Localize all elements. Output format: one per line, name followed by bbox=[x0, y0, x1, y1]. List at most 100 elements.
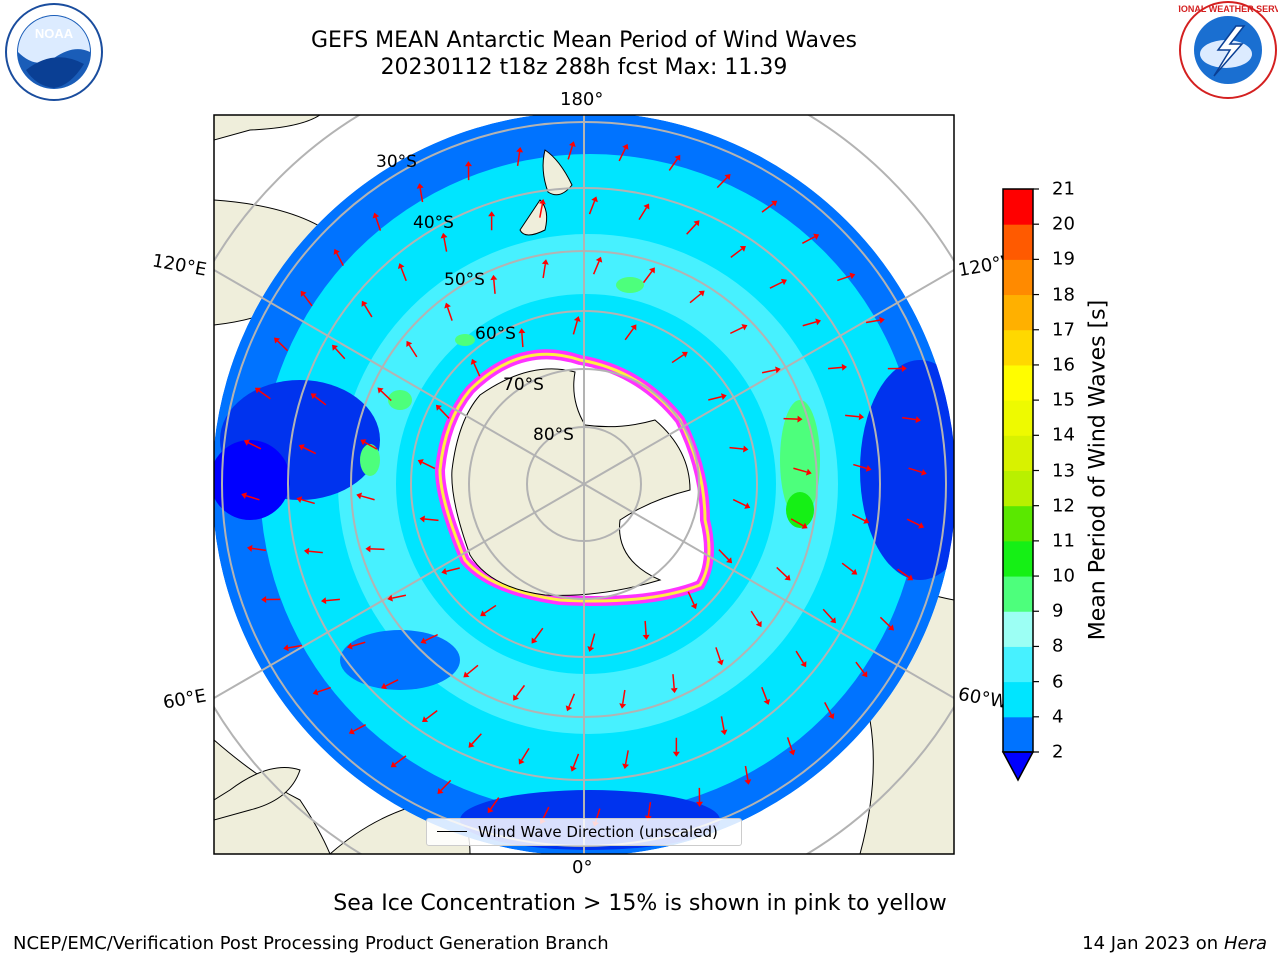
wave-direction-arrowhead bbox=[587, 646, 595, 652]
wave-direction-arrowhead bbox=[865, 465, 872, 472]
wave-direction-arrowhead bbox=[377, 387, 384, 394]
colorbar-tick-label: 20 bbox=[1052, 213, 1075, 235]
wave-direction-arrow bbox=[392, 594, 407, 599]
wave-direction-arrowhead bbox=[332, 344, 338, 351]
figure-subtitle-run: 20230112 t18z 288h fcst Max: 11.39 bbox=[380, 55, 788, 80]
lat-label-50s: 50°S bbox=[444, 270, 485, 290]
wave-direction-arrowhead bbox=[406, 340, 413, 348]
wave-direction-arrowhead bbox=[800, 661, 807, 668]
wave-direction-arrowhead bbox=[303, 547, 310, 555]
lat-label-30s: 30°S bbox=[376, 152, 417, 172]
wave-direction-arrowhead bbox=[763, 698, 771, 705]
noaa-logo-text: NOAA bbox=[35, 26, 74, 41]
wave-direction-arrowhead bbox=[420, 637, 427, 644]
wave-direction-arrow bbox=[855, 661, 865, 674]
map-legend: Wind Wave Direction (unscaled) bbox=[426, 818, 742, 846]
wave-direction-arrowhead bbox=[849, 272, 856, 280]
wave-direction-arrow bbox=[380, 390, 392, 402]
wave-direction-arrow bbox=[837, 275, 851, 282]
wave-direction-arrow bbox=[364, 441, 378, 450]
wave-direction-arrowhead bbox=[312, 688, 319, 696]
wave-direction-arrow bbox=[897, 568, 910, 578]
wave-direction-arrowhead bbox=[901, 364, 907, 372]
wave-direction-arrowhead bbox=[348, 728, 355, 735]
colorbar-under-triangle bbox=[1001, 751, 1035, 782]
wave-direction-arrow bbox=[251, 547, 266, 552]
wave-direction-arrow bbox=[618, 148, 627, 162]
wave-direction-arrow bbox=[521, 333, 524, 348]
wave-direction-arrowhead bbox=[298, 444, 305, 451]
wave-direction-arrow bbox=[385, 679, 399, 687]
wave-direction-arrow bbox=[716, 177, 728, 189]
wave-direction-arrow bbox=[490, 797, 500, 810]
wave-direction-arrow bbox=[588, 200, 596, 215]
wave-direction-arrow bbox=[689, 293, 702, 304]
lon-label-0: 0° bbox=[572, 857, 593, 878]
wave-direction-arrowhead bbox=[570, 765, 577, 772]
wave-direction-arrowhead bbox=[595, 256, 603, 263]
wave-direction-arrow bbox=[248, 441, 262, 450]
wave-direction-arrow bbox=[425, 710, 438, 720]
lat-label-40s: 40°S bbox=[413, 213, 454, 233]
wave-direction-arrowhead bbox=[721, 393, 727, 401]
colorbar-tick-label: 11 bbox=[1052, 530, 1075, 552]
wave-direction-arrowhead bbox=[741, 324, 748, 331]
wave-direction-arrowhead bbox=[879, 316, 885, 324]
wave-direction-arrow bbox=[394, 755, 407, 765]
wave-direction-arrowhead bbox=[649, 267, 655, 274]
colorbar-bin bbox=[1003, 681, 1033, 718]
wave-direction-arrowhead bbox=[861, 671, 868, 678]
wave-direction-arrow bbox=[671, 354, 685, 364]
colorbar-bin bbox=[1003, 329, 1033, 366]
wave-direction-arrow bbox=[592, 261, 600, 275]
wave-direction-arrowhead bbox=[441, 567, 447, 575]
wave-direction-arrow bbox=[769, 281, 783, 289]
wave-direction-arrow bbox=[672, 674, 675, 689]
wave-direction-arrow bbox=[761, 686, 768, 701]
nws-logo: NATIONAL WEATHER SERVICE bbox=[1178, 1, 1278, 99]
wave-direction-arrow bbox=[638, 207, 648, 221]
wave-direction-arrowhead bbox=[487, 807, 494, 814]
wave-direction-arrowhead bbox=[468, 741, 475, 748]
wave-direction-arrowhead bbox=[573, 316, 581, 322]
colorbar-bin bbox=[1003, 224, 1033, 260]
wave-direction-arrowhead bbox=[565, 705, 573, 712]
wave-direction-arrowhead bbox=[696, 801, 704, 807]
colorbar-tick-label: 6 bbox=[1052, 671, 1064, 693]
graticule bbox=[214, 115, 954, 854]
colorbar-tick-label: 13 bbox=[1052, 460, 1075, 481]
wave-direction-arrowhead bbox=[320, 597, 327, 605]
wave-direction-arrow bbox=[314, 395, 327, 406]
colorbar-tick-label: 17 bbox=[1052, 319, 1075, 341]
wave-direction-arrowhead bbox=[755, 620, 762, 628]
wave-direction-arrow bbox=[802, 321, 817, 327]
wave-direction-arrow bbox=[515, 684, 526, 698]
wave-direction-arrowhead bbox=[435, 404, 442, 411]
wave-direction-arrowhead bbox=[254, 387, 261, 394]
wave-direction-arrowhead bbox=[805, 468, 812, 476]
wave-direction-arrowhead bbox=[622, 763, 630, 770]
wave-direction-arrowhead bbox=[381, 682, 388, 690]
wave-direction-arrowhead bbox=[828, 713, 835, 720]
wave-direction-arrowhead bbox=[801, 522, 808, 529]
wave-direction-arrow bbox=[483, 604, 497, 614]
footer-date: 14 Jan 2023 on bbox=[1082, 933, 1219, 954]
wave-direction-arrow bbox=[303, 294, 313, 307]
wave-direction-arrow bbox=[841, 562, 854, 573]
colorbar-bin bbox=[1003, 364, 1033, 401]
wave-direction-arrowhead bbox=[422, 716, 429, 723]
wave-direction-arrow bbox=[790, 518, 804, 527]
nws-logo-text: NATIONAL WEATHER SERVICE bbox=[1178, 4, 1278, 14]
wave-direction-arrow bbox=[718, 549, 730, 561]
wave-direction-arrowhead bbox=[463, 671, 470, 678]
wave-direction-arrow bbox=[624, 328, 635, 341]
wave-direction-arrow bbox=[624, 750, 629, 765]
wave-direction-arrowhead bbox=[490, 274, 498, 281]
wave-direction-arrow bbox=[845, 414, 860, 418]
wave-direction-arrowhead bbox=[538, 198, 546, 205]
wave-direction-arrow bbox=[824, 702, 832, 716]
colorbar-bin bbox=[1003, 611, 1033, 647]
colorbar-tick-label: 9 bbox=[1052, 600, 1064, 622]
footer-host: Hera bbox=[1223, 933, 1267, 954]
wave-direction-arrowhead bbox=[622, 143, 629, 150]
